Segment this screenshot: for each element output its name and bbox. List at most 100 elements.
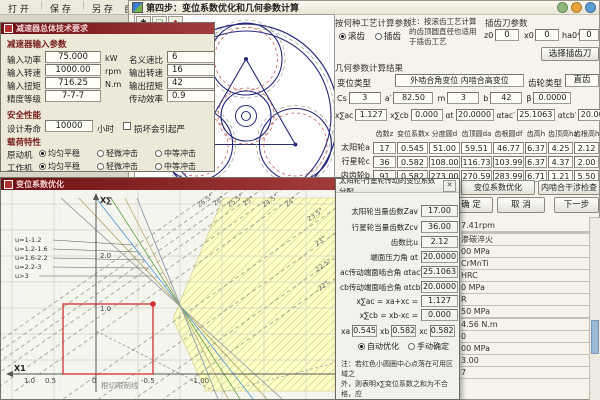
output-speed-field[interactable]: 16 bbox=[167, 64, 214, 76]
next-step-button[interactable]: 下一步 bbox=[554, 197, 599, 213]
mod-type-field[interactable]: 外啮合角变位 内啮合高变位 bbox=[395, 74, 524, 87]
ac-angle-field[interactable]: 25.1063 bbox=[421, 266, 458, 278]
close-button[interactable] bbox=[585, 2, 596, 13]
list-item[interactable]: 7 bbox=[461, 367, 589, 379]
sun-ha[interactable]: 4.25 bbox=[548, 141, 573, 154]
list-item[interactable]: 00 MPa bbox=[461, 343, 589, 355]
optimization-titlebar[interactable]: 变位系数优化 bbox=[1, 178, 344, 190]
sun-hf[interactable]: 2.12 bbox=[574, 141, 599, 154]
input-torque-field[interactable]: 716.25 bbox=[45, 77, 101, 89]
alpha-tcb-field[interactable]: 20.0000 bbox=[578, 109, 600, 121]
auto-optimize-radio[interactable]: 自动优化 bbox=[358, 341, 399, 352]
xsac-field[interactable]: 1.127 bbox=[355, 109, 388, 121]
output-torque-field[interactable]: 42 bbox=[167, 77, 214, 89]
planet-ha[interactable]: 4.37 bbox=[548, 155, 573, 168]
cancel-button[interactable]: 取 消 bbox=[497, 197, 545, 213]
efficiency-field[interactable]: 0.9 bbox=[167, 90, 214, 102]
work-light-radio[interactable]: 轻微冲击 bbox=[97, 161, 138, 171]
cutter-z0-field[interactable]: 0 bbox=[495, 29, 519, 41]
toolbar-item-open[interactable]: 打 开 bbox=[8, 5, 29, 15]
sun-d[interactable]: 51.00 bbox=[429, 141, 460, 154]
motor-medium-radio[interactable]: 中等冲击 bbox=[155, 148, 196, 159]
motor-smooth-radio[interactable]: 均匀平稳 bbox=[39, 148, 80, 159]
panel-scrollbar[interactable] bbox=[589, 217, 600, 400]
manual-set-radio[interactable]: 手动确定 bbox=[408, 341, 449, 352]
list-item[interactable]: 4.56 N.m bbox=[461, 319, 589, 331]
sun-h[interactable]: 6.37 bbox=[525, 141, 547, 154]
xc-field[interactable]: 0.582 bbox=[429, 325, 455, 337]
precision-field[interactable]: 7-7-7 bbox=[45, 90, 101, 102]
planet-hf[interactable]: 2.00 bbox=[574, 155, 599, 168]
list-item[interactable]: 0 bbox=[461, 331, 589, 343]
sun-da[interactable]: 59.51 bbox=[461, 141, 492, 154]
xb-field[interactable]: 0.582 bbox=[391, 325, 417, 337]
maximize-button[interactable] bbox=[571, 2, 582, 13]
toolbar-item-save[interactable]: 保 存 bbox=[50, 5, 71, 15]
work-smooth-radio[interactable]: 均匀平稳 bbox=[39, 161, 80, 171]
dialog-titlebar[interactable]: 太阳轮-行星轮传动的变位系数分配 ✕ bbox=[336, 179, 459, 193]
reducer-titlebar[interactable]: 减速器总体技术要求 bbox=[1, 23, 214, 34]
cs-field[interactable]: 3 bbox=[348, 92, 381, 104]
optimization-chart[interactable]: 26.5° 26° 25.5° 25° 24.5° 24° 23.5° 23° … bbox=[1, 190, 344, 399]
list-item[interactable]: CrMnTi bbox=[461, 258, 589, 270]
step4-titlebar[interactable]: 第四步：变位系数优化和几何参数计算 bbox=[129, 1, 599, 15]
radio-shaping[interactable]: 插齿 bbox=[375, 30, 401, 42]
zcv-field[interactable]: 36.00 bbox=[421, 221, 458, 233]
alpha-tac-field[interactable]: 25.1063 bbox=[516, 109, 555, 121]
sun-z[interactable]: 17 bbox=[373, 141, 396, 154]
list-item[interactable]: R bbox=[461, 294, 589, 306]
xsum-ac-field[interactable]: 1.127 bbox=[421, 295, 458, 307]
damage-checkbox[interactable] bbox=[123, 122, 131, 130]
ratio-field[interactable]: 6 bbox=[167, 51, 214, 63]
planet-df[interactable]: 103.99 bbox=[493, 155, 524, 168]
zav-field[interactable]: 17.00 bbox=[421, 205, 458, 217]
cb-angle-field[interactable]: 20.0000 bbox=[421, 281, 458, 293]
input-speed-field[interactable]: 1000.00 bbox=[45, 64, 101, 76]
planet-d[interactable]: 108.00 bbox=[429, 155, 460, 168]
planet-x[interactable]: 0.582 bbox=[397, 155, 428, 168]
xa-field[interactable]: 0.545 bbox=[352, 325, 378, 337]
input-power-field[interactable]: 75.000 bbox=[45, 51, 101, 63]
pressure-angle-field[interactable]: 20.0000 bbox=[421, 251, 458, 263]
list-item[interactable]: 00 MPa bbox=[461, 246, 589, 258]
planet-z[interactable]: 36 bbox=[373, 155, 396, 168]
ratio-u-row: 齿数比u 2.12 bbox=[340, 236, 458, 248]
xsum-cb-field[interactable]: 0.000 bbox=[421, 309, 458, 321]
list-item[interactable]: 3.00 bbox=[461, 355, 589, 367]
list-item[interactable]: 7.41rpm bbox=[461, 220, 589, 232]
list-item[interactable]: HRC bbox=[461, 270, 589, 282]
radio-hobbing[interactable]: 滚齿 bbox=[339, 30, 365, 42]
optimize-coefficients-button[interactable]: 变位系数优化 bbox=[461, 180, 535, 195]
minimize-button[interactable] bbox=[557, 2, 568, 13]
design-life-field[interactable]: 10000 bbox=[45, 120, 93, 132]
cutter-ha0-field[interactable]: 0 bbox=[579, 29, 599, 41]
gear-type-field[interactable]: 直齿 bbox=[565, 74, 599, 87]
list-item[interactable]: 渗碳淬火 bbox=[461, 234, 589, 246]
list-item[interactable] bbox=[461, 233, 589, 234]
interference-check-button[interactable]: 内啮合干涉检查 bbox=[538, 180, 600, 195]
xscb-field[interactable]: 0.000 bbox=[410, 109, 443, 121]
select-cutter-button[interactable]: 选择插齿刀 bbox=[541, 47, 599, 61]
toolbar-item-saveas[interactable]: 另 存 bbox=[92, 5, 113, 15]
sun-df[interactable]: 46.77 bbox=[493, 141, 524, 154]
list-item[interactable] bbox=[461, 318, 589, 319]
a-field[interactable]: 82.50 bbox=[393, 92, 434, 104]
sun-x[interactable]: 0.545 bbox=[397, 141, 428, 154]
ring-df[interactable]: 283.99 bbox=[493, 169, 524, 182]
work-medium-radio[interactable]: 中等冲击 bbox=[155, 161, 196, 171]
planet-da[interactable]: 116.73 bbox=[461, 155, 492, 168]
ratio-u-field[interactable]: 2.12 bbox=[421, 236, 458, 248]
cutter-x0-field[interactable]: 0 bbox=[535, 29, 559, 41]
ring-h[interactable]: 6.71 bbox=[525, 169, 547, 182]
m-field[interactable]: 3 bbox=[447, 92, 480, 104]
list-item[interactable] bbox=[461, 232, 589, 233]
beta-field[interactable]: 0.0000 bbox=[533, 92, 572, 104]
scrollbar-thumb[interactable] bbox=[591, 320, 599, 354]
list-item[interactable]: 0 MPa bbox=[461, 282, 589, 294]
dialog-close-icon[interactable]: ✕ bbox=[443, 179, 456, 192]
motor-light-radio[interactable]: 轻微冲击 bbox=[97, 148, 138, 159]
alpha-t-field[interactable]: 20.0000 bbox=[455, 109, 494, 121]
b-field[interactable]: 42 bbox=[490, 92, 523, 104]
list-item[interactable]: 50 MPa bbox=[461, 306, 589, 318]
planet-h[interactable]: 6.37 bbox=[525, 155, 547, 168]
